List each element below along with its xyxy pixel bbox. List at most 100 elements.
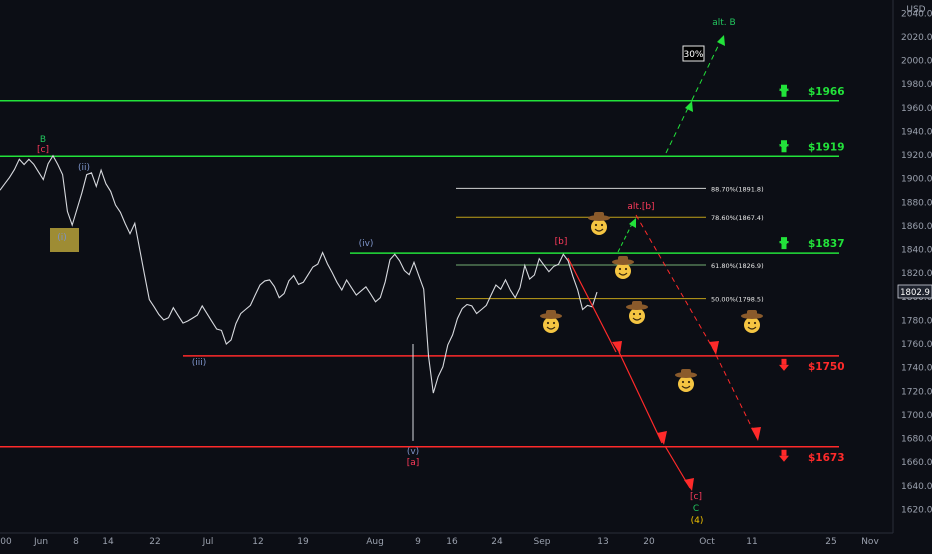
projections-layer (567, 35, 761, 491)
arrowhead-5 (751, 427, 761, 441)
arrow-down-head (779, 455, 789, 462)
cowboy-emoji-smile (632, 317, 642, 321)
y-tick-label: 1960.0 (901, 104, 932, 114)
x-tick-label: 19 (297, 537, 309, 547)
cowboy-emoji-face (629, 308, 645, 324)
cowboy-emoji-hat-crown (747, 310, 757, 317)
y-tick-label: 2040.0 (901, 9, 932, 19)
alt-b-up-path (617, 221, 634, 253)
x-tick-label: 24 (491, 537, 503, 547)
wave-label: (i) (57, 233, 67, 243)
y-tick-label: 1620.0 (901, 505, 932, 515)
wave-label: (4) (691, 516, 704, 526)
cowboy-emoji-face (591, 219, 607, 235)
currency-label: USD (906, 5, 925, 15)
cowboy-emoji-face (744, 317, 760, 333)
wave-label: alt.[b] (627, 202, 654, 212)
arrow-up-head (779, 140, 789, 147)
y-tick-label: 1660.0 (901, 458, 932, 468)
fib-label: 78.60%(1867.4) (711, 214, 764, 222)
arrow-down-shaft (781, 449, 787, 456)
x-tick-label: 00 (0, 537, 12, 547)
y-tick-label: 1900.0 (901, 175, 932, 185)
x-tick-label: Jun (33, 537, 48, 547)
y-tick-label: 1680.0 (901, 435, 932, 445)
level-label: $1837 (808, 238, 845, 250)
level-label: $1673 (808, 452, 845, 464)
arrowhead-1 (612, 341, 622, 354)
cowboy-emoji-eye (624, 267, 628, 271)
cowboy-emoji-hat-crown (681, 369, 691, 376)
y-tick-label: 1740.0 (901, 364, 932, 374)
alt-bearish-path-2 (715, 354, 758, 439)
y-tick-label: 2020.0 (901, 33, 932, 43)
wave-i-highlight-box (50, 228, 79, 252)
cowboy-emoji-face (615, 263, 631, 279)
wave-labels-layer: B[c](ii)(i)(iii)(iv)(v)[a][b]alt.[b]alt.… (37, 18, 736, 526)
svg-text:1802.9: 1802.9 (900, 288, 930, 298)
cowboy-emoji-eye (594, 223, 598, 227)
cowboy-emoji-eye (552, 321, 556, 325)
x-tick-label: 9 (415, 537, 421, 547)
x-tick-label: 16 (446, 537, 458, 547)
cowboy-emoji-eye (618, 267, 622, 271)
y-tick-label: 1820.0 (901, 269, 932, 279)
arrowhead-4 (709, 341, 719, 355)
arrow-up-shaft (781, 146, 787, 153)
levels-layer: $1966 $1919 $1837 $1750 $1673 (0, 84, 845, 464)
wave-label: (iv) (359, 239, 374, 249)
arrowhead-3 (684, 478, 694, 491)
x-tick-label: Oct (699, 537, 715, 547)
cowboy-emoji-hat-crown (632, 301, 642, 308)
x-tick-label: 22 (149, 537, 160, 547)
bearish-path-2 (618, 351, 663, 444)
percent-box (682, 45, 705, 62)
cowboy-emoji-smile (681, 385, 691, 389)
y-tick-label: 1940.0 (901, 127, 932, 137)
y-tick-label: 1700.0 (901, 411, 932, 421)
cowboy-emoji-hat-crown (594, 212, 604, 219)
cowboy-emoji-smile (546, 326, 556, 330)
cowboy-emoji-eye (632, 312, 636, 316)
arrowhead-6 (629, 218, 636, 228)
cowboy-emoji-eye (747, 321, 751, 325)
current-price-tag: 1802.9 (897, 284, 932, 299)
fib-label: 50.00%(1798.5) (711, 296, 764, 304)
x-tick-label: Jul (202, 537, 214, 547)
x-tick-label: Sep (534, 537, 551, 547)
wave-label: [b] (555, 237, 568, 247)
arrowhead-7 (685, 101, 693, 112)
cowboy-emoji-hat-crown (618, 256, 628, 263)
cowboy-emoji-smile (594, 228, 604, 232)
wave-label: (v) (407, 447, 419, 457)
price-series-line (0, 154, 598, 394)
x-tick-label: Nov (861, 537, 879, 547)
y-tick-label: 1760.0 (901, 340, 932, 350)
alt-big-b-up-path (665, 103, 691, 154)
x-tick-label: 20 (643, 537, 655, 547)
cowboy-emoji-hat-crown (546, 310, 556, 317)
wave-label: alt. B (712, 18, 735, 28)
y-tick-label: 1880.0 (901, 198, 932, 208)
level-label: $1966 (808, 86, 845, 98)
x-tick-label: 12 (252, 537, 263, 547)
x-tick-label: Aug (366, 537, 384, 547)
x-tick-label: 8 (73, 537, 79, 547)
cowboy-emoji-eye (638, 312, 642, 316)
x-tick-label: 11 (746, 537, 757, 547)
y-tick-label: 1780.0 (901, 316, 932, 326)
arrowhead-2 (657, 431, 667, 445)
time-axis[interactable]: 00 Jun 8 14 22 Jul 12 19 Aug 9 16 24 Sep 13 20 Oct 11 25 N… (0, 532, 893, 547)
emoji-layer (540, 212, 763, 392)
wave-label: [c] (37, 145, 49, 155)
cowboy-emoji-eye (546, 321, 550, 325)
y-tick-label: 2000.0 (901, 57, 932, 67)
cowboy-emoji-eye (681, 380, 685, 384)
arrow-down-head (779, 364, 789, 371)
wave-label: (iii) (192, 358, 207, 368)
wave-label: C (693, 504, 699, 514)
x-tick-label: 14 (102, 537, 114, 547)
alt-big-b-up-path-2 (691, 37, 723, 101)
y-tick-label: 1860.0 (901, 222, 932, 232)
